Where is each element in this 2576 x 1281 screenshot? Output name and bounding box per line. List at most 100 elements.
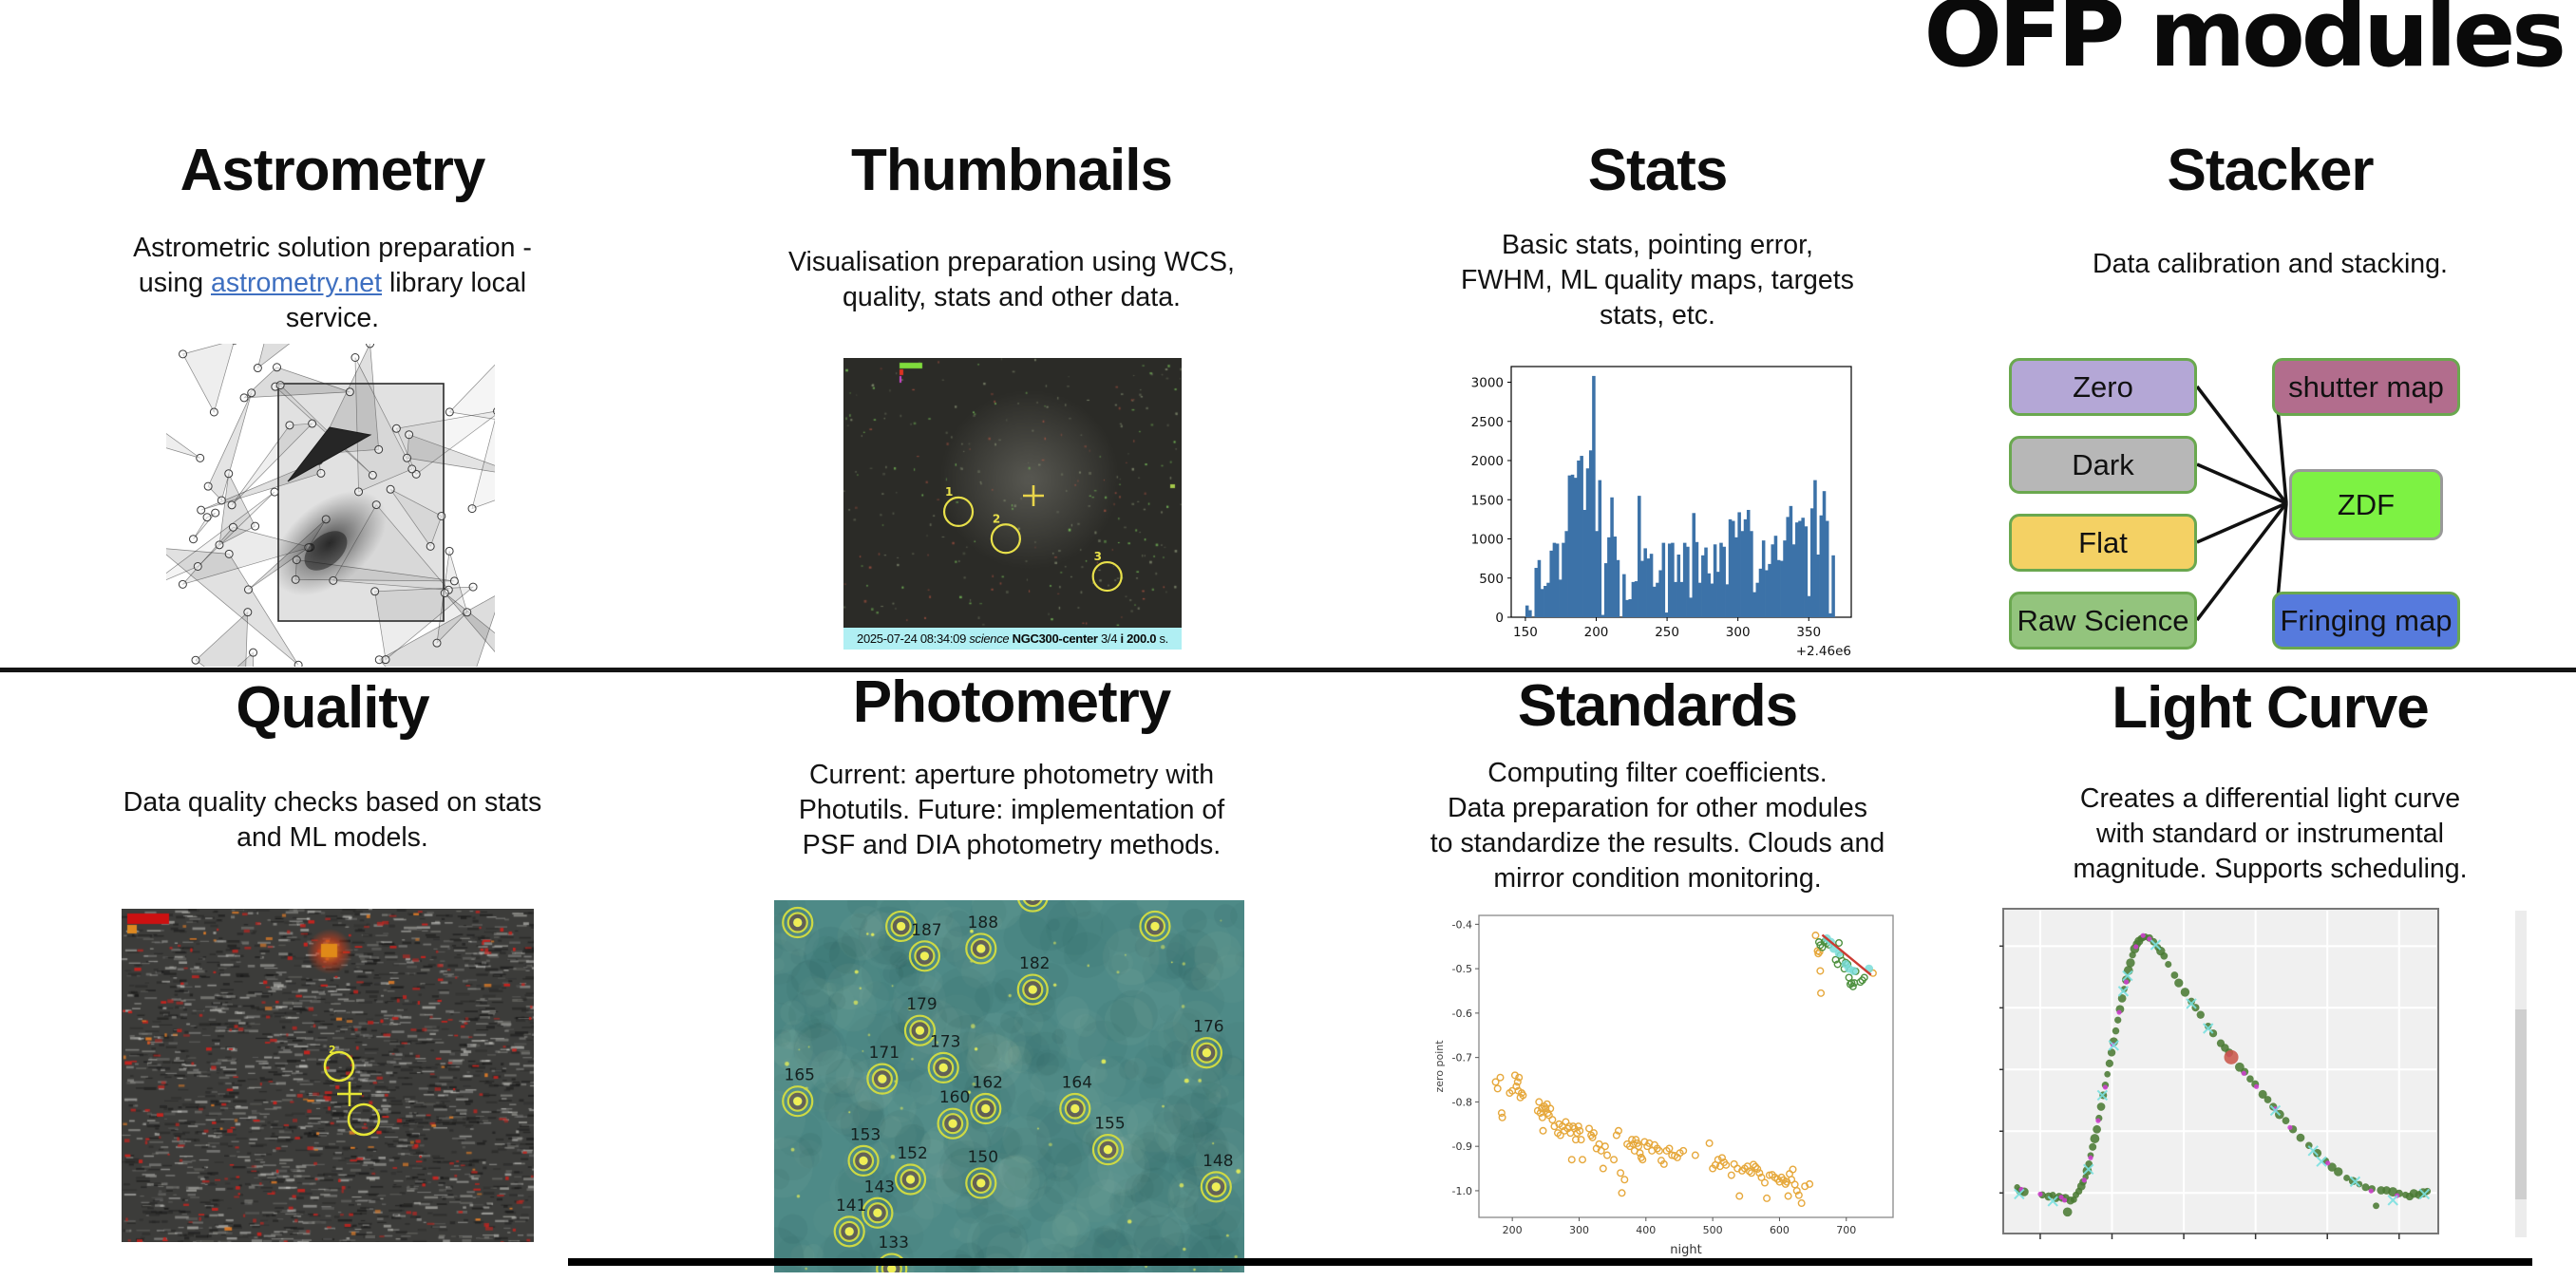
stacker-title: Stacker bbox=[2167, 138, 2374, 203]
svg-text:179: 179 bbox=[906, 995, 937, 1014]
astrometry-net-link[interactable]: astrometry.net bbox=[210, 268, 383, 298]
stats-figure: 0 500 1000 1500 2000 2500 3000 150 200 250 300 350 +… bbox=[1468, 359, 1866, 658]
svg-text:-0.5: -0.5 bbox=[1452, 963, 1472, 975]
svg-text:150: 150 bbox=[1513, 625, 1538, 640]
astrometry-title: Astrometry bbox=[180, 138, 486, 203]
module-lightcurve: Light Curve Creates a differential light… bbox=[1966, 675, 2574, 895]
svg-text:zero point: zero point bbox=[1433, 1040, 1446, 1093]
svg-text:-0.6: -0.6 bbox=[1452, 1008, 1472, 1020]
standards-scatter-chart: 200 300 400 500 600 700 -0.4 -0.5 -0.6 -0.7 -0.8 -0… bbox=[1433, 914, 1894, 1257]
svg-text:165: 165 bbox=[785, 1066, 815, 1085]
svg-text:-1.0: -1.0 bbox=[1452, 1185, 1472, 1197]
page-title: OFP modules bbox=[1923, 0, 2567, 87]
svg-text:200: 200 bbox=[1503, 1224, 1523, 1236]
svg-text:2: 2 bbox=[329, 1044, 336, 1056]
photometry-figure: 187 188 182 179 176 173 171 165 162 164 160 155 153 1… bbox=[774, 900, 1244, 1272]
thumbnails-title: Thumbnails bbox=[851, 138, 1173, 203]
svg-text:173: 173 bbox=[930, 1032, 960, 1051]
svg-text:141: 141 bbox=[836, 1196, 866, 1215]
svg-text:150: 150 bbox=[968, 1148, 998, 1167]
thumbnail-sky-image bbox=[843, 358, 1182, 628]
svg-text:188: 188 bbox=[968, 914, 998, 932]
astrometry-desc-line2b: library local bbox=[382, 268, 527, 298]
svg-text:200: 200 bbox=[1584, 625, 1609, 640]
module-thumbnails: Thumbnails Visualisation preparation usi… bbox=[708, 138, 1316, 357]
stacker-box-zdf: ZDF bbox=[2289, 469, 2443, 540]
module-photometry: Photometry Current: aperture photometry … bbox=[708, 669, 1316, 889]
svg-text:-0.8: -0.8 bbox=[1452, 1096, 1472, 1108]
lightcurve-description: Creates a differential light curve with s… bbox=[2073, 783, 2468, 884]
module-quality: Quality Data quality checks based on sta… bbox=[28, 675, 636, 895]
svg-text:300: 300 bbox=[1569, 1224, 1589, 1236]
astrometry-triangulation-image bbox=[166, 344, 495, 667]
stacker-figure: Zero Dark Flat Raw Science shutter map ZDF Fri… bbox=[2009, 358, 2460, 652]
stacker-box-zero: Zero bbox=[2009, 358, 2197, 416]
quality-annotations: 2 bbox=[323, 1044, 381, 1137]
svg-text:182: 182 bbox=[1019, 954, 1050, 973]
stacker-description: Data calibration and stacking. bbox=[2093, 249, 2448, 279]
standards-figure: 200 300 400 500 600 700 -0.4 -0.5 -0.6 -0.7 -0.8 -0… bbox=[1430, 904, 1914, 1270]
svg-text:171: 171 bbox=[869, 1044, 900, 1063]
row-divider bbox=[0, 668, 2576, 672]
astrometry-figure bbox=[166, 344, 495, 667]
svg-text:500: 500 bbox=[1479, 572, 1504, 587]
stats-title: Stats bbox=[1587, 138, 1729, 203]
svg-text:162: 162 bbox=[973, 1074, 1003, 1093]
stacker-box-flat: Flat bbox=[2009, 514, 2197, 572]
svg-text:3000: 3000 bbox=[1471, 376, 1504, 391]
photometry-apertures: 187 188 182 179 176 173 171 165 162 164 160 155 153 1… bbox=[782, 900, 1234, 1272]
module-standards: Standards Computing filter coefficients.… bbox=[1349, 673, 1966, 902]
svg-text:160: 160 bbox=[939, 1088, 970, 1107]
svg-text:+2.46e6: +2.46e6 bbox=[1796, 644, 1851, 658]
stacker-box-dark: Dark bbox=[2009, 436, 2197, 494]
svg-text:-0.7: -0.7 bbox=[1452, 1052, 1472, 1064]
svg-text:2: 2 bbox=[993, 512, 1000, 525]
svg-text:350: 350 bbox=[1796, 625, 1821, 640]
module-astrometry: Astrometry Astrometric solution preparat… bbox=[28, 138, 636, 357]
quality-description: Data quality checks based on stats and ML… bbox=[123, 787, 542, 853]
stats-histogram-chart: 0 500 1000 1500 2000 2500 3000 150 200 250 300 350 +… bbox=[1471, 366, 1852, 658]
module-stats: Stats Basic stats, pointing error, FWHM, … bbox=[1349, 138, 1966, 357]
svg-text:2000: 2000 bbox=[1471, 454, 1504, 469]
thumbnail-caption: 2025-07-24 08:34:09 science NGC300-cente… bbox=[843, 628, 1182, 650]
svg-text:187: 187 bbox=[911, 921, 941, 940]
photometry-field-image bbox=[774, 900, 1244, 1272]
photometry-description: Current: aperture photometry with Photuti… bbox=[798, 760, 1225, 860]
module-stacker: Stacker Data calibration and stacking. bbox=[1966, 138, 2574, 357]
stacker-box-raw-science: Raw Science bbox=[2009, 592, 2197, 650]
svg-text:-0.4: -0.4 bbox=[1452, 918, 1472, 931]
svg-text:1500: 1500 bbox=[1471, 493, 1504, 508]
svg-text:0: 0 bbox=[1495, 611, 1504, 626]
svg-text:153: 153 bbox=[850, 1125, 881, 1144]
svg-text:250: 250 bbox=[1655, 625, 1679, 640]
stacker-box-shutter-map: shutter map bbox=[2272, 358, 2460, 416]
stats-description: Basic stats, pointing error, FWHM, ML qua… bbox=[1461, 230, 1854, 330]
svg-text:1000: 1000 bbox=[1471, 533, 1504, 548]
bottom-rule bbox=[568, 1258, 2532, 1266]
svg-text:400: 400 bbox=[1636, 1224, 1656, 1236]
svg-text:2500: 2500 bbox=[1471, 415, 1504, 430]
quality-figure: 2 bbox=[122, 909, 534, 1242]
lightcurve-chart bbox=[1999, 908, 2527, 1239]
thumbnail-figure: 1 2 3 2025-07-24 08:34:09 science NGC300-c… bbox=[843, 358, 1182, 650]
astrometry-desc-line2a: using bbox=[138, 268, 211, 298]
quality-title: Quality bbox=[236, 675, 429, 741]
lightcurve-figure bbox=[1999, 905, 2529, 1244]
svg-text:3: 3 bbox=[1094, 550, 1102, 563]
standards-title: Standards bbox=[1517, 673, 1798, 739]
astrometry-description: Astrometric solution preparation - using … bbox=[28, 231, 636, 336]
svg-text:700: 700 bbox=[1836, 1224, 1856, 1236]
svg-text:164: 164 bbox=[1062, 1074, 1092, 1093]
svg-text:300: 300 bbox=[1726, 625, 1751, 640]
thumbnails-description: Visualisation preparation using WCS, qual… bbox=[788, 247, 1235, 312]
photometry-title: Photometry bbox=[852, 669, 1171, 735]
astrometry-desc-line3: service. bbox=[285, 303, 380, 333]
svg-text:500: 500 bbox=[1703, 1224, 1723, 1236]
stacker-connector-lines bbox=[2195, 385, 2288, 622]
svg-text:night: night bbox=[1670, 1243, 1701, 1257]
stacker-box-fringing-map: Fringing map bbox=[2272, 592, 2460, 650]
standards-description: Computing filter coefficients. Data prepa… bbox=[1430, 758, 1885, 894]
svg-text:152: 152 bbox=[897, 1144, 927, 1163]
svg-text:-0.9: -0.9 bbox=[1452, 1140, 1472, 1153]
